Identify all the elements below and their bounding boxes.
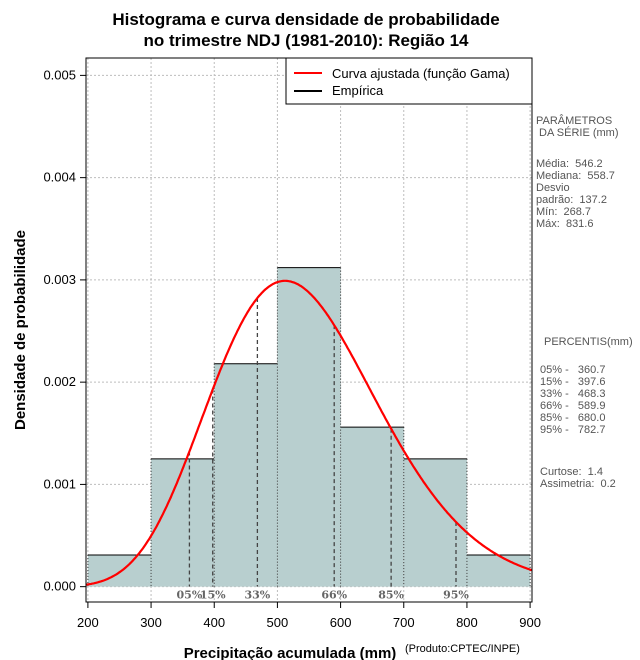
histogram-bars [87, 267, 531, 587]
percentile-label-95%: 95% [443, 589, 469, 602]
legend-label-fitted: Curva ajustada (função Gama) [332, 66, 510, 81]
percentile-lines [188, 297, 457, 587]
x-tick-label: 700 [393, 615, 415, 630]
chart-title-line-2: no trimestre NDJ (1981-2010): Região 14 [143, 31, 469, 50]
x-tick-label: 500 [267, 615, 289, 630]
legend-box [285, 57, 533, 105]
percentile-label-05%: 05% [177, 589, 203, 602]
x-tick-label: 200 [77, 615, 99, 630]
y-tick-label: 0.005 [43, 67, 76, 82]
x-tick-label: 300 [140, 615, 162, 630]
y-tick-label: 0.003 [43, 272, 76, 287]
histogram-bar-7 [466, 554, 531, 587]
y-tick-label: 0.000 [43, 579, 76, 594]
histogram-bar-4 [277, 267, 341, 587]
x-tick-label: 900 [519, 615, 541, 630]
percentile-label-85%: 85% [378, 589, 404, 602]
distribution-stats: Curtose: 1.4 Assimetria: 0.2 [540, 466, 616, 491]
histogram-bar-5 [340, 427, 404, 587]
y-axis-label: Densidade de probabilidade [12, 230, 29, 430]
x-axis-label: Precipitação acumulada (mm) [184, 645, 397, 660]
x-tick-label: 800 [456, 615, 478, 630]
percentiles-title: PERCENTIS(mm) [544, 336, 633, 348]
y-tick-label: 0.002 [43, 374, 76, 389]
percentile-label-66%: 66% [321, 589, 347, 602]
series-parameters-title: PARÂMETROS DA SÉRIE (mm) [536, 115, 619, 140]
series-parameters-values: Média: 546.2 Mediana: 558.7 Desvio padrã… [536, 158, 615, 231]
histogram-bar-3 [214, 363, 278, 587]
legend-label-empirical: Empírica [332, 83, 384, 98]
y-tick-label: 0.001 [43, 476, 76, 491]
product-credit: (Produto:CPTEC/INPE) [405, 643, 520, 655]
fitted-gamma-curve [85, 279, 533, 586]
y-tick-label: 0.004 [43, 170, 76, 185]
histogram-bar-2 [151, 458, 215, 587]
chart-title-line-1: Histograma e curva densidade de probabil… [112, 10, 499, 29]
percentiles-values: 05% - 360.7 15% - 397.6 33% - 468.3 66% … [540, 364, 606, 437]
percentile-label-15%: 15% [200, 589, 226, 602]
x-axis: 200 300 400 500 600 700 800 900 [77, 602, 541, 630]
x-tick-label: 400 [203, 615, 225, 630]
legend: Curva ajustada (função Gama) Empírica [285, 57, 533, 105]
x-tick-label: 600 [330, 615, 352, 630]
percentile-label-33%: 33% [245, 589, 271, 602]
percentile-labels: 05%15% 33% 66% 85% 95% [177, 589, 470, 602]
y-axis: 0.000 0.001 0.002 0.003 0.004 0.005 [43, 67, 86, 594]
